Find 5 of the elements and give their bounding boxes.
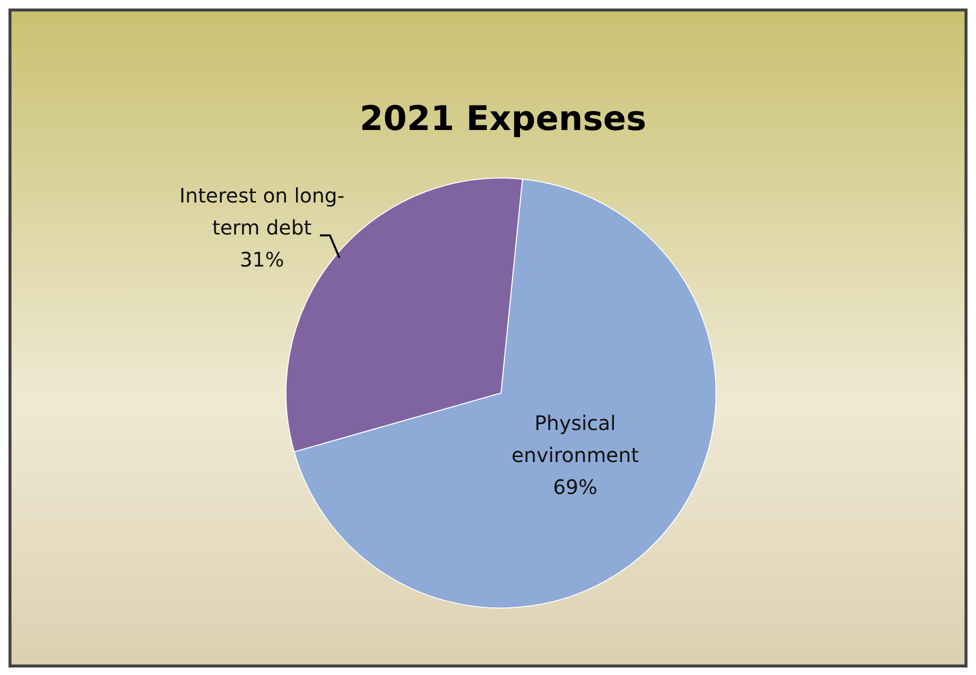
- chart-title: 2021 Expenses: [360, 99, 646, 139]
- data-label: 69%: [552, 475, 598, 500]
- slice-label: Physical environment: [512, 411, 640, 468]
- data-label: 31%: [240, 247, 284, 272]
- slice-label: Interest on long-term debt: [179, 183, 344, 240]
